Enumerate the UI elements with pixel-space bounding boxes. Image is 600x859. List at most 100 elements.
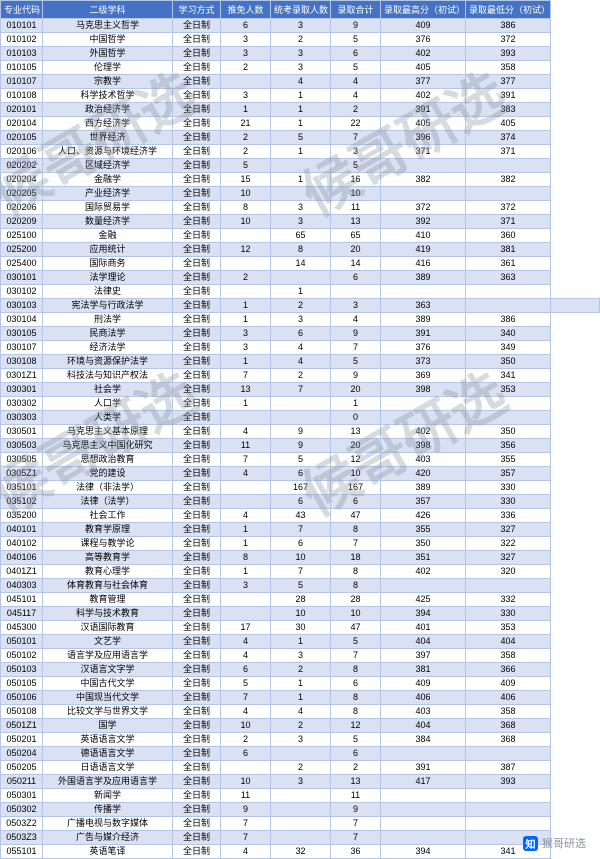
table-cell: 4 <box>331 313 381 327</box>
table-cell: 20 <box>331 439 381 453</box>
table-row: 020204金融学全日制15116382382 <box>1 173 600 187</box>
table-cell: 381 <box>381 663 466 677</box>
table-cell: 5 <box>271 453 331 467</box>
table-cell: 金融 <box>43 229 173 243</box>
table-cell <box>271 747 331 761</box>
table-cell: 3 <box>221 579 271 593</box>
table-cell: 全日制 <box>173 747 221 761</box>
table-cell: 教育学原理 <box>43 523 173 537</box>
table-cell: 050103 <box>1 663 43 677</box>
table-row: 020106人口、资源与环境经济学全日制213371371 <box>1 145 600 159</box>
admissions-table: 专业代码 二级学科 学习方式 推免人数 统考录取人数 录取合计 录取最高分（初试… <box>0 0 600 859</box>
table-cell: 全日制 <box>173 201 221 215</box>
table-cell: 1 <box>221 355 271 369</box>
table-cell <box>466 789 551 803</box>
table-cell: 9 <box>331 803 381 817</box>
table-cell: 4 <box>271 705 331 719</box>
table-cell: 环境与资源保护法学 <box>43 355 173 369</box>
table-cell: 040303 <box>1 579 43 593</box>
table-cell: 社会学 <box>43 383 173 397</box>
table-cell: 13 <box>221 383 271 397</box>
table-cell: 020101 <box>1 103 43 117</box>
table-cell: 350 <box>466 425 551 439</box>
table-cell <box>381 803 466 817</box>
table-cell: 全日制 <box>173 565 221 579</box>
table-cell: 1 <box>221 397 271 411</box>
table-cell: 全日制 <box>173 89 221 103</box>
table-cell: 7 <box>331 831 381 845</box>
table-cell: 6 <box>271 537 331 551</box>
table-cell: 9 <box>331 327 381 341</box>
table-cell: 科学技术哲学 <box>43 89 173 103</box>
table-cell: 050302 <box>1 803 43 817</box>
table-cell <box>381 159 466 173</box>
table-cell: 391 <box>381 103 466 117</box>
table-cell: 030104 <box>1 313 43 327</box>
table-cell: 民商法学 <box>43 327 173 341</box>
table-header-row: 专业代码 二级学科 学习方式 推免人数 统考录取人数 录取合计 录取最高分（初试… <box>1 1 600 19</box>
table-cell: 358 <box>466 61 551 75</box>
table-cell: 4 <box>221 425 271 439</box>
table-cell: 11 <box>221 789 271 803</box>
table-cell <box>381 789 466 803</box>
table-cell: 全日制 <box>173 537 221 551</box>
table-cell: 389 <box>381 313 466 327</box>
table-cell: 6 <box>271 495 331 509</box>
table-cell: 7 <box>271 523 331 537</box>
table-cell: 040106 <box>1 551 43 565</box>
table-cell: 日语语言文学 <box>43 761 173 775</box>
table-cell: 全日制 <box>173 117 221 131</box>
table-cell: 8 <box>221 201 271 215</box>
table-cell: 法律（非法学） <box>43 481 173 495</box>
table-cell: 327 <box>466 551 551 565</box>
table-cell: 6 <box>221 663 271 677</box>
table-cell: 1 <box>221 299 271 313</box>
table-cell: 3 <box>271 61 331 75</box>
table-cell: 区域经济学 <box>43 159 173 173</box>
table-row: 0401Z1教育心理学全日制178402320 <box>1 565 600 579</box>
table-cell: 409 <box>381 19 466 33</box>
table-cell: 353 <box>466 621 551 635</box>
table-cell: 2 <box>221 271 271 285</box>
table-cell: 420 <box>381 467 466 481</box>
table-cell: 361 <box>466 257 551 271</box>
table-cell: 020204 <box>1 173 43 187</box>
table-cell: 宪法学与行政法学 <box>43 299 173 313</box>
table-cell: 396 <box>381 131 466 145</box>
table-cell: 16 <box>331 173 381 187</box>
table-cell <box>221 285 271 299</box>
table-cell: 10 <box>271 551 331 565</box>
table-cell: 402 <box>381 89 466 103</box>
table-cell: 1 <box>221 313 271 327</box>
table-cell: 金融学 <box>43 173 173 187</box>
table-cell: 368 <box>466 733 551 747</box>
table-cell <box>271 397 331 411</box>
table-cell: 全日制 <box>173 663 221 677</box>
table-cell: 10 <box>221 187 271 201</box>
table-cell: 374 <box>466 131 551 145</box>
table-cell: 4 <box>221 509 271 523</box>
table-cell <box>221 411 271 425</box>
table-cell: 10 <box>271 607 331 621</box>
table-cell: 全日制 <box>173 789 221 803</box>
table-cell: 030102 <box>1 285 43 299</box>
table-cell: 030108 <box>1 355 43 369</box>
table-cell: 8 <box>221 551 271 565</box>
table-cell: 9 <box>271 425 331 439</box>
table-cell: 65 <box>331 229 381 243</box>
table-cell: 1 <box>271 173 331 187</box>
table-cell: 7 <box>221 453 271 467</box>
table-cell: 4 <box>221 845 271 859</box>
table-cell: 广播电视与数字媒体 <box>43 817 173 831</box>
table-cell: 全日制 <box>173 215 221 229</box>
table-cell: 22 <box>331 117 381 131</box>
table-cell: 401 <box>381 621 466 635</box>
table-cell: 全日制 <box>173 803 221 817</box>
table-cell <box>271 817 331 831</box>
table-cell: 21 <box>221 117 271 131</box>
table-cell: 040102 <box>1 537 43 551</box>
table-cell: 1 <box>221 537 271 551</box>
table-row: 030503马克思主义中国化研究全日制11920398356 <box>1 439 600 453</box>
table-cell: 全日制 <box>173 75 221 89</box>
table-cell: 050102 <box>1 649 43 663</box>
